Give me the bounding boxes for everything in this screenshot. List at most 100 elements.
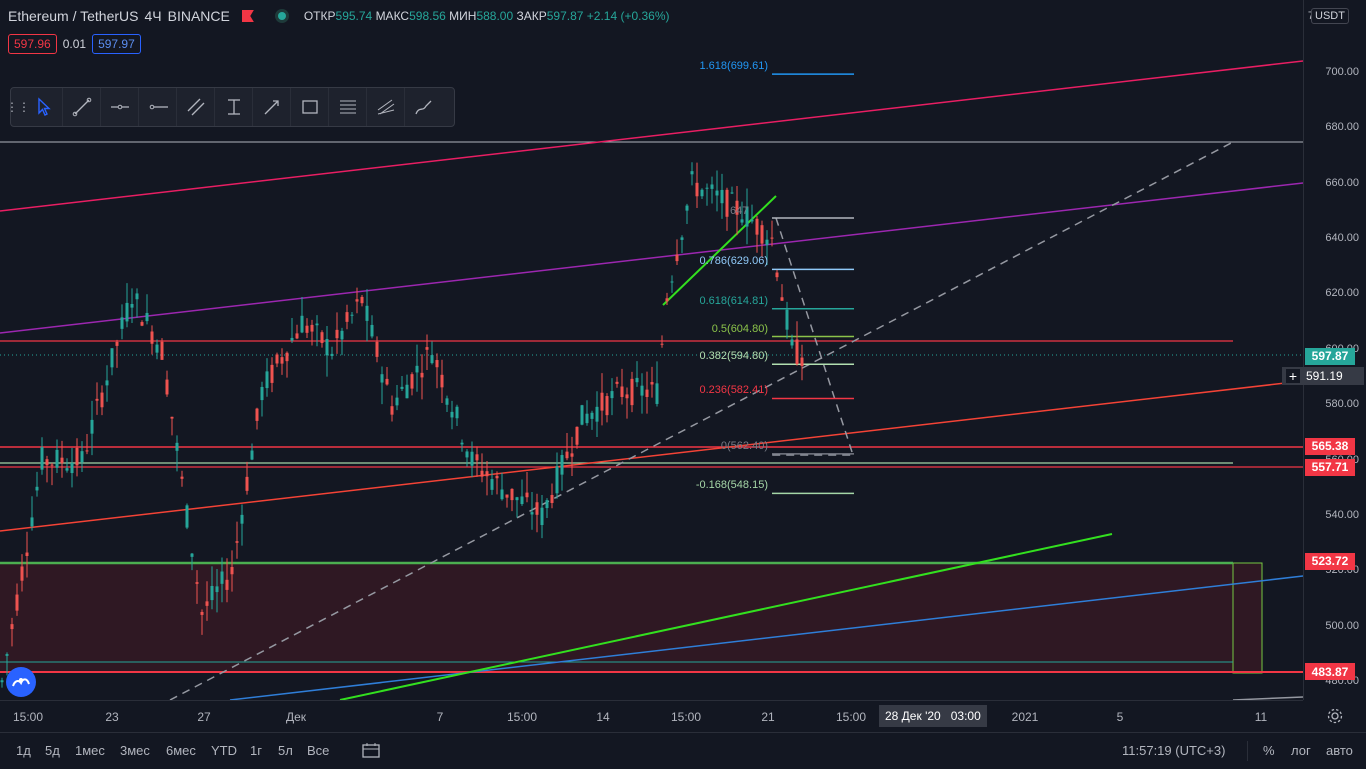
candle-body: [310, 324, 314, 332]
green-trend-line: [339, 533, 1113, 701]
candle-body: [760, 225, 764, 244]
candle-body: [640, 385, 644, 396]
candle-body: [425, 347, 429, 350]
candle-body: [325, 338, 329, 356]
candle-body: [80, 451, 84, 463]
rectangle-icon[interactable]: [291, 88, 329, 126]
chart-settings-gear-icon[interactable]: [1326, 707, 1344, 725]
candle-body: [565, 451, 569, 459]
candle-body: [10, 624, 14, 630]
candle-body: [780, 297, 784, 301]
tradingview-logo-icon[interactable]: [6, 667, 36, 697]
range-button-1мес[interactable]: 1мес: [75, 743, 105, 758]
price-tag[interactable]: 597.87: [1305, 347, 1355, 365]
candle-body: [715, 190, 719, 196]
currency-unit-badge[interactable]: USDT: [1311, 8, 1349, 24]
price-tick-label: 620.00: [1325, 287, 1359, 300]
clock-timezone[interactable]: 11:57:19 (UTC+3): [1122, 743, 1226, 758]
price-tick-label: 500.00: [1325, 619, 1359, 632]
candle-body: [800, 357, 804, 366]
candle-body: [230, 567, 234, 575]
candle-body: [540, 507, 544, 526]
candle-body: [520, 496, 524, 505]
candle-body: [535, 502, 539, 515]
candle-body: [670, 281, 674, 283]
range-button-5д[interactable]: 5д: [45, 743, 60, 758]
log-scale-toggle[interactable]: лог: [1291, 743, 1311, 758]
price-axis[interactable]: 7 USDT 700.00680.00660.00640.00620.00600…: [1282, 0, 1366, 700]
candle-body: [145, 312, 149, 322]
candle-body: [170, 416, 174, 419]
candle-body: [0, 680, 4, 683]
arrow-icon[interactable]: [253, 88, 291, 126]
candle-body: [730, 192, 734, 194]
cursor-icon[interactable]: [25, 88, 63, 126]
range-button-3мес[interactable]: 3мес: [120, 743, 150, 758]
fib-level-label: 1.618(699.61): [699, 60, 769, 73]
trend-line-icon[interactable]: [63, 88, 101, 126]
price-tag[interactable]: 523.72: [1305, 552, 1355, 570]
candle-body: [300, 315, 304, 333]
buy-price-button[interactable]: 597.97: [92, 34, 141, 54]
price-tag[interactable]: 557.71: [1305, 458, 1355, 476]
candle-body: [525, 492, 529, 498]
drag-handle-icon[interactable]: ⋮⋮: [6, 100, 30, 114]
fib-level-label: 0.618(614.81): [699, 294, 769, 307]
brush-icon[interactable]: [405, 88, 443, 126]
time-tick-label: 2021: [1011, 710, 1039, 724]
candle-body: [720, 189, 724, 204]
chart-canvas[interactable]: [0, 0, 1304, 701]
horizontal-ray-icon[interactable]: [101, 88, 139, 126]
spread-value: 0.01: [62, 37, 87, 51]
candle-body: [795, 339, 799, 365]
percent-scale-toggle[interactable]: %: [1263, 743, 1275, 758]
interval-label[interactable]: 4Ч: [144, 8, 162, 24]
candle-body: [165, 379, 169, 395]
bottom-toolbar: 1д 5д 1мес 3мес 6мес YTD 1г 5л Все 11:57:19 (UTC…: [0, 732, 1366, 769]
range-button-Все[interactable]: Все: [307, 743, 330, 758]
candle-body: [20, 566, 24, 581]
crosshair-price-tag: + 591.19: [1282, 367, 1364, 385]
range-button-YTD[interactable]: YTD: [211, 743, 237, 758]
candle-body: [475, 454, 479, 461]
candle-body: [435, 360, 439, 368]
candle-body: [500, 489, 504, 500]
chart-pane[interactable]: Ethereum / TetherUS 4Ч BINANCE ОТКР595.7…: [0, 0, 1304, 701]
candle-body: [695, 182, 699, 197]
horizontal-line-icon[interactable]: [139, 88, 177, 126]
candle-body: [430, 355, 434, 364]
parallel-channel-icon[interactable]: [177, 88, 215, 126]
time-tick-label: 15:00: [506, 710, 538, 724]
candle-body: [660, 343, 664, 345]
flag-icon[interactable]: [241, 10, 254, 22]
candle-body: [185, 505, 189, 528]
symbol-title[interactable]: Ethereum / TetherUS: [8, 8, 139, 24]
candle-body: [605, 396, 609, 416]
goto-date-icon[interactable]: [362, 742, 380, 758]
candle-body: [115, 341, 119, 346]
candle-body: [655, 383, 659, 404]
candle-body: [265, 371, 269, 389]
price-tick-label: 640.00: [1325, 232, 1359, 245]
crosshair-time-tag: 28 Дек '20 03:00: [879, 705, 987, 727]
auto-scale-toggle[interactable]: авто: [1326, 743, 1353, 758]
time-tick-label: 14: [596, 710, 610, 724]
fib-levels-icon[interactable]: [329, 88, 367, 126]
candle-body: [135, 293, 139, 300]
price-tag[interactable]: 565.38: [1305, 437, 1355, 455]
candle-body: [220, 571, 224, 584]
time-tick-label: 15:00: [12, 710, 44, 724]
range-button-6мес[interactable]: 6мес: [166, 743, 196, 758]
price-tag[interactable]: 483.87: [1305, 663, 1355, 681]
candle-body: [280, 357, 284, 364]
candle-body: [120, 317, 124, 329]
add-alert-icon[interactable]: +: [1286, 368, 1300, 384]
range-button-5л[interactable]: 5л: [278, 743, 293, 758]
time-axis[interactable]: 15:00 23 27 Дек 7 15:00 14 15:00 21 15:00 2021 5 11 …: [0, 700, 1303, 733]
pitchfork-icon[interactable]: [367, 88, 405, 126]
candle-body: [130, 304, 134, 308]
range-button-1г[interactable]: 1г: [250, 743, 262, 758]
date-price-range-icon[interactable]: [215, 88, 253, 126]
range-button-1д[interactable]: 1д: [16, 743, 31, 758]
sell-price-button[interactable]: 597.96: [8, 34, 57, 54]
